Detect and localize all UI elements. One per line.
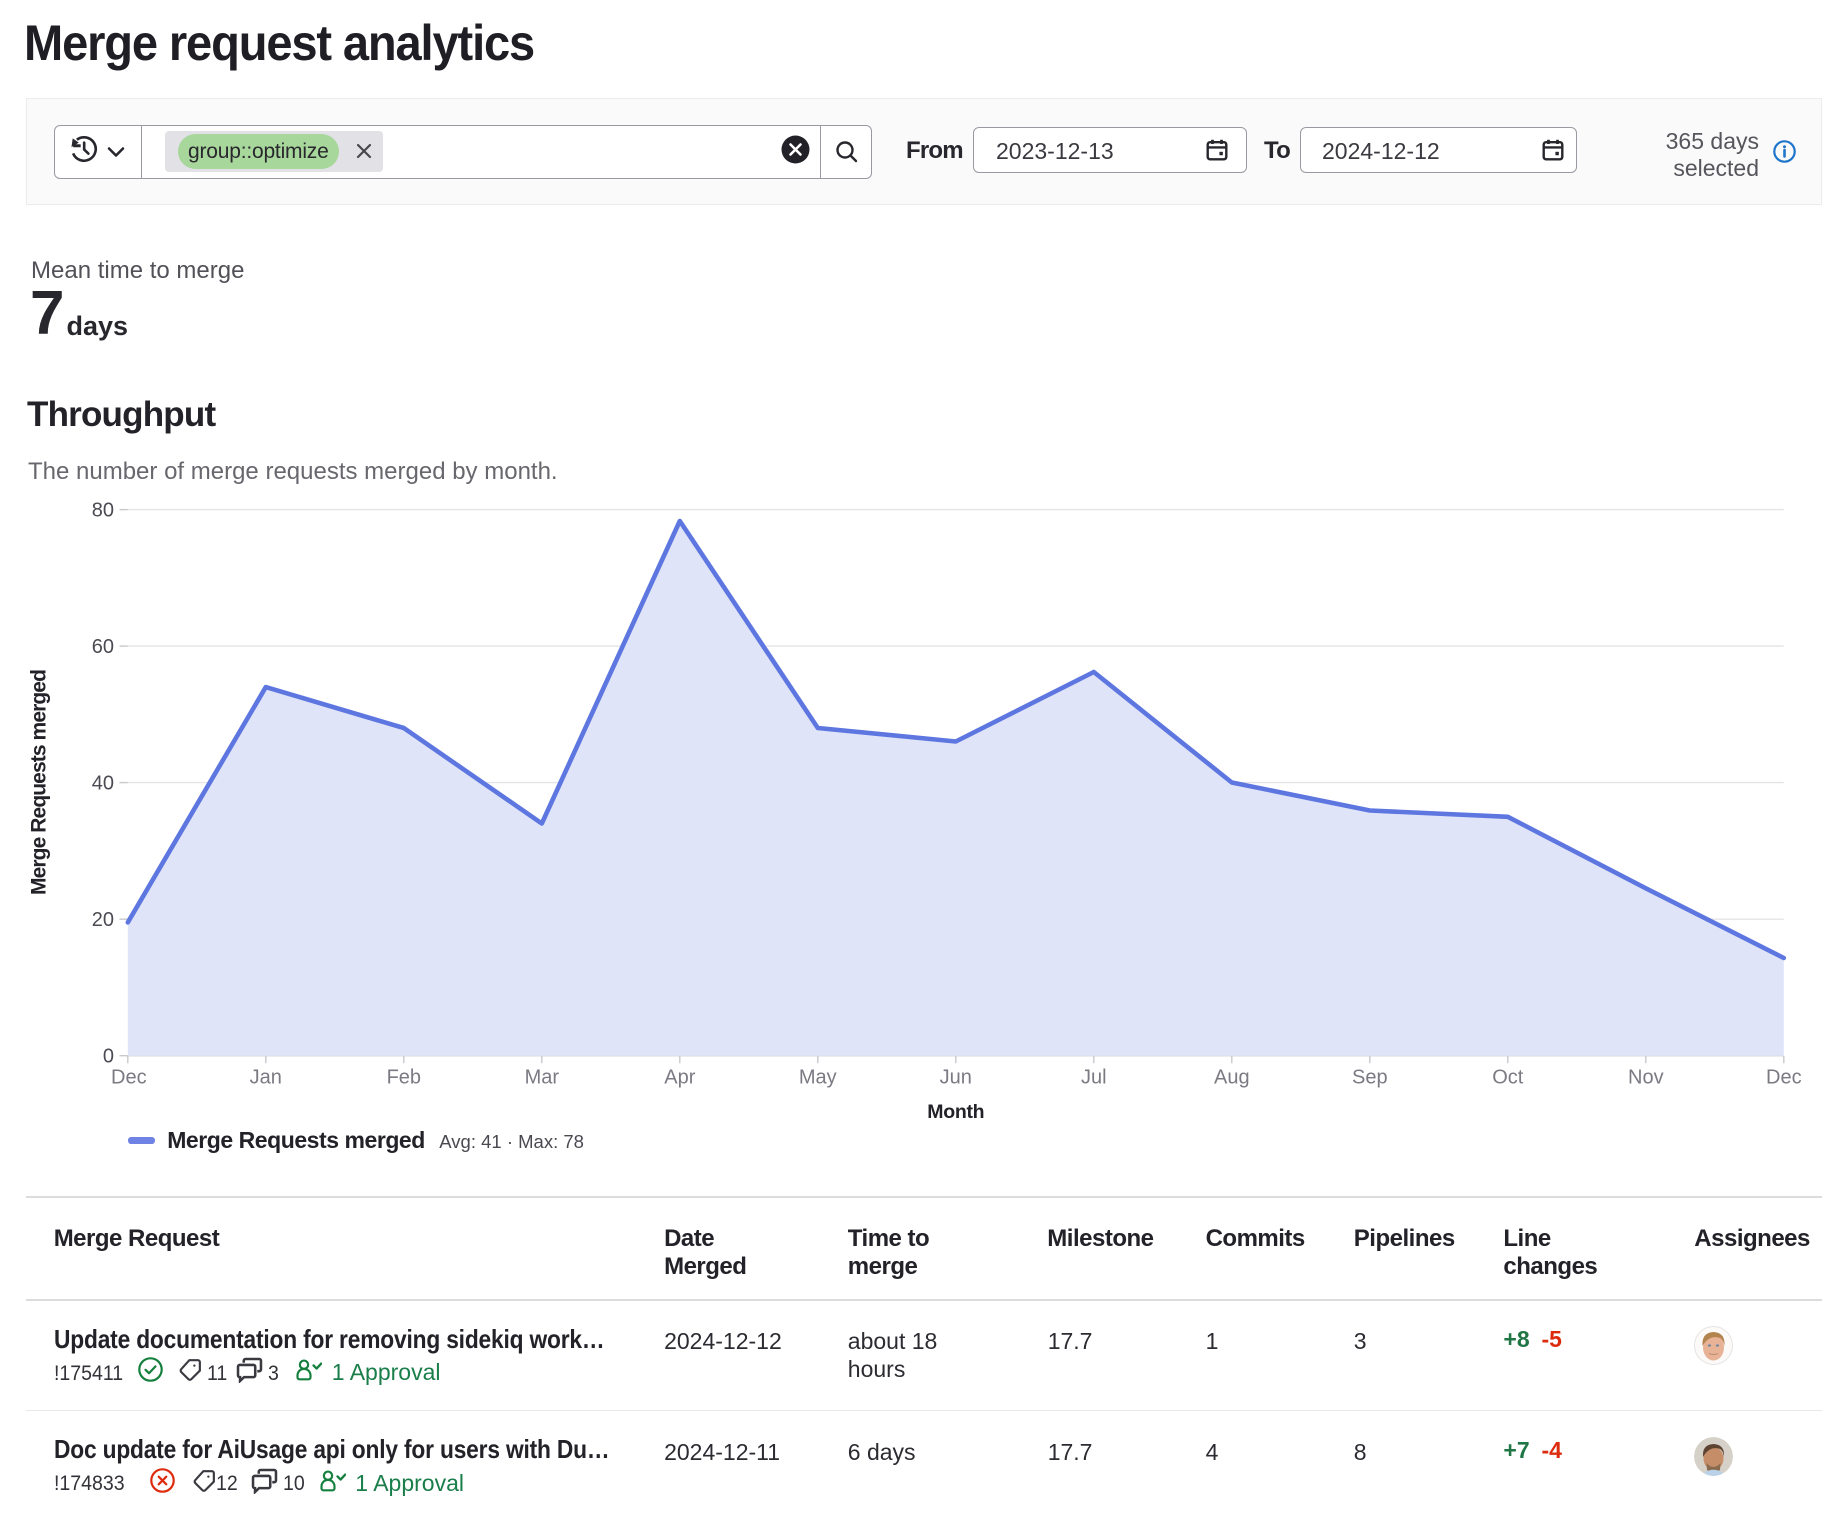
svg-text:60: 60 bbox=[92, 636, 114, 658]
svg-text:Jun: Jun bbox=[940, 1067, 972, 1089]
svg-text:40: 40 bbox=[92, 772, 114, 794]
svg-text:Dec: Dec bbox=[111, 1067, 147, 1089]
svg-text:20: 20 bbox=[92, 909, 114, 931]
svg-text:Feb: Feb bbox=[387, 1067, 421, 1089]
svg-text:Jul: Jul bbox=[1081, 1067, 1107, 1089]
svg-text:Dec: Dec bbox=[1766, 1067, 1802, 1089]
svg-text:Aug: Aug bbox=[1214, 1067, 1250, 1089]
svg-text:Merge Requests merged: Merge Requests merged bbox=[28, 670, 51, 895]
svg-text:0: 0 bbox=[103, 1045, 114, 1067]
svg-text:Apr: Apr bbox=[664, 1067, 695, 1089]
svg-text:May: May bbox=[799, 1067, 837, 1089]
svg-text:Mar: Mar bbox=[525, 1067, 560, 1089]
svg-text:80: 80 bbox=[92, 499, 114, 521]
svg-text:Sep: Sep bbox=[1352, 1067, 1388, 1089]
svg-text:Jan: Jan bbox=[250, 1067, 282, 1089]
svg-text:Month: Month bbox=[927, 1101, 984, 1123]
svg-text:Nov: Nov bbox=[1628, 1067, 1664, 1089]
svg-text:Oct: Oct bbox=[1492, 1067, 1524, 1089]
